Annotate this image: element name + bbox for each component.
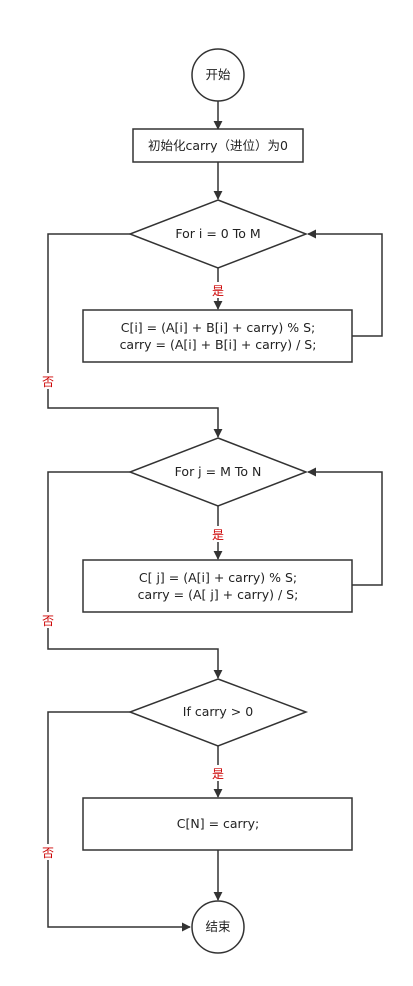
init-label: 初始化carry（进位）为0 (148, 138, 288, 153)
cond-label: If carry > 0 (183, 704, 253, 719)
body1-line1: C[i] = (A[i] + B[i] + carry) % S; (121, 320, 316, 335)
body2-line2: carry = (A[ j] + carry) / S; (138, 587, 299, 602)
body1-node (82, 309, 353, 363)
body3-label: C[N] = carry; (177, 816, 259, 831)
no-label-1: 否 (42, 375, 54, 389)
loop2-label: For j = M To N (175, 464, 262, 479)
edge-loop1-exit (47, 233, 223, 438)
yes-label-bg-1 (210, 282, 226, 298)
no-label-bg-2 (40, 612, 56, 628)
edge-cond-no (47, 711, 191, 932)
start-label: 开始 (205, 67, 231, 82)
edge-body2-loopback (307, 467, 383, 586)
edge-loop2-exit (47, 471, 223, 679)
loop1-label: For i = 0 To M (175, 226, 260, 241)
yes-label-1: 是 (212, 284, 224, 298)
cond-decision (127, 678, 309, 747)
yes-label-3: 是 (212, 767, 224, 781)
no-label-bg-1 (40, 373, 56, 389)
end-node (191, 900, 245, 954)
yes-label-2: 是 (212, 528, 224, 542)
start-node (191, 48, 245, 102)
end-label: 结束 (205, 919, 231, 934)
loop2-decision (127, 437, 309, 507)
body1-line2: carry = (A[i] + B[i] + carry) / S; (120, 337, 317, 352)
edge-body1-loopback (307, 229, 383, 337)
yes-label-bg-3 (210, 765, 226, 781)
loop1-decision (127, 199, 309, 269)
no-label-2: 否 (42, 614, 54, 628)
body2-line1: C[ j] = (A[i] + carry) % S; (139, 570, 297, 585)
yes-label-bg-2 (210, 526, 226, 542)
no-label-3: 否 (42, 846, 54, 860)
init-node (132, 128, 304, 163)
body2-node (82, 559, 353, 613)
no-label-bg-3 (40, 844, 56, 860)
body3-node (82, 797, 353, 851)
